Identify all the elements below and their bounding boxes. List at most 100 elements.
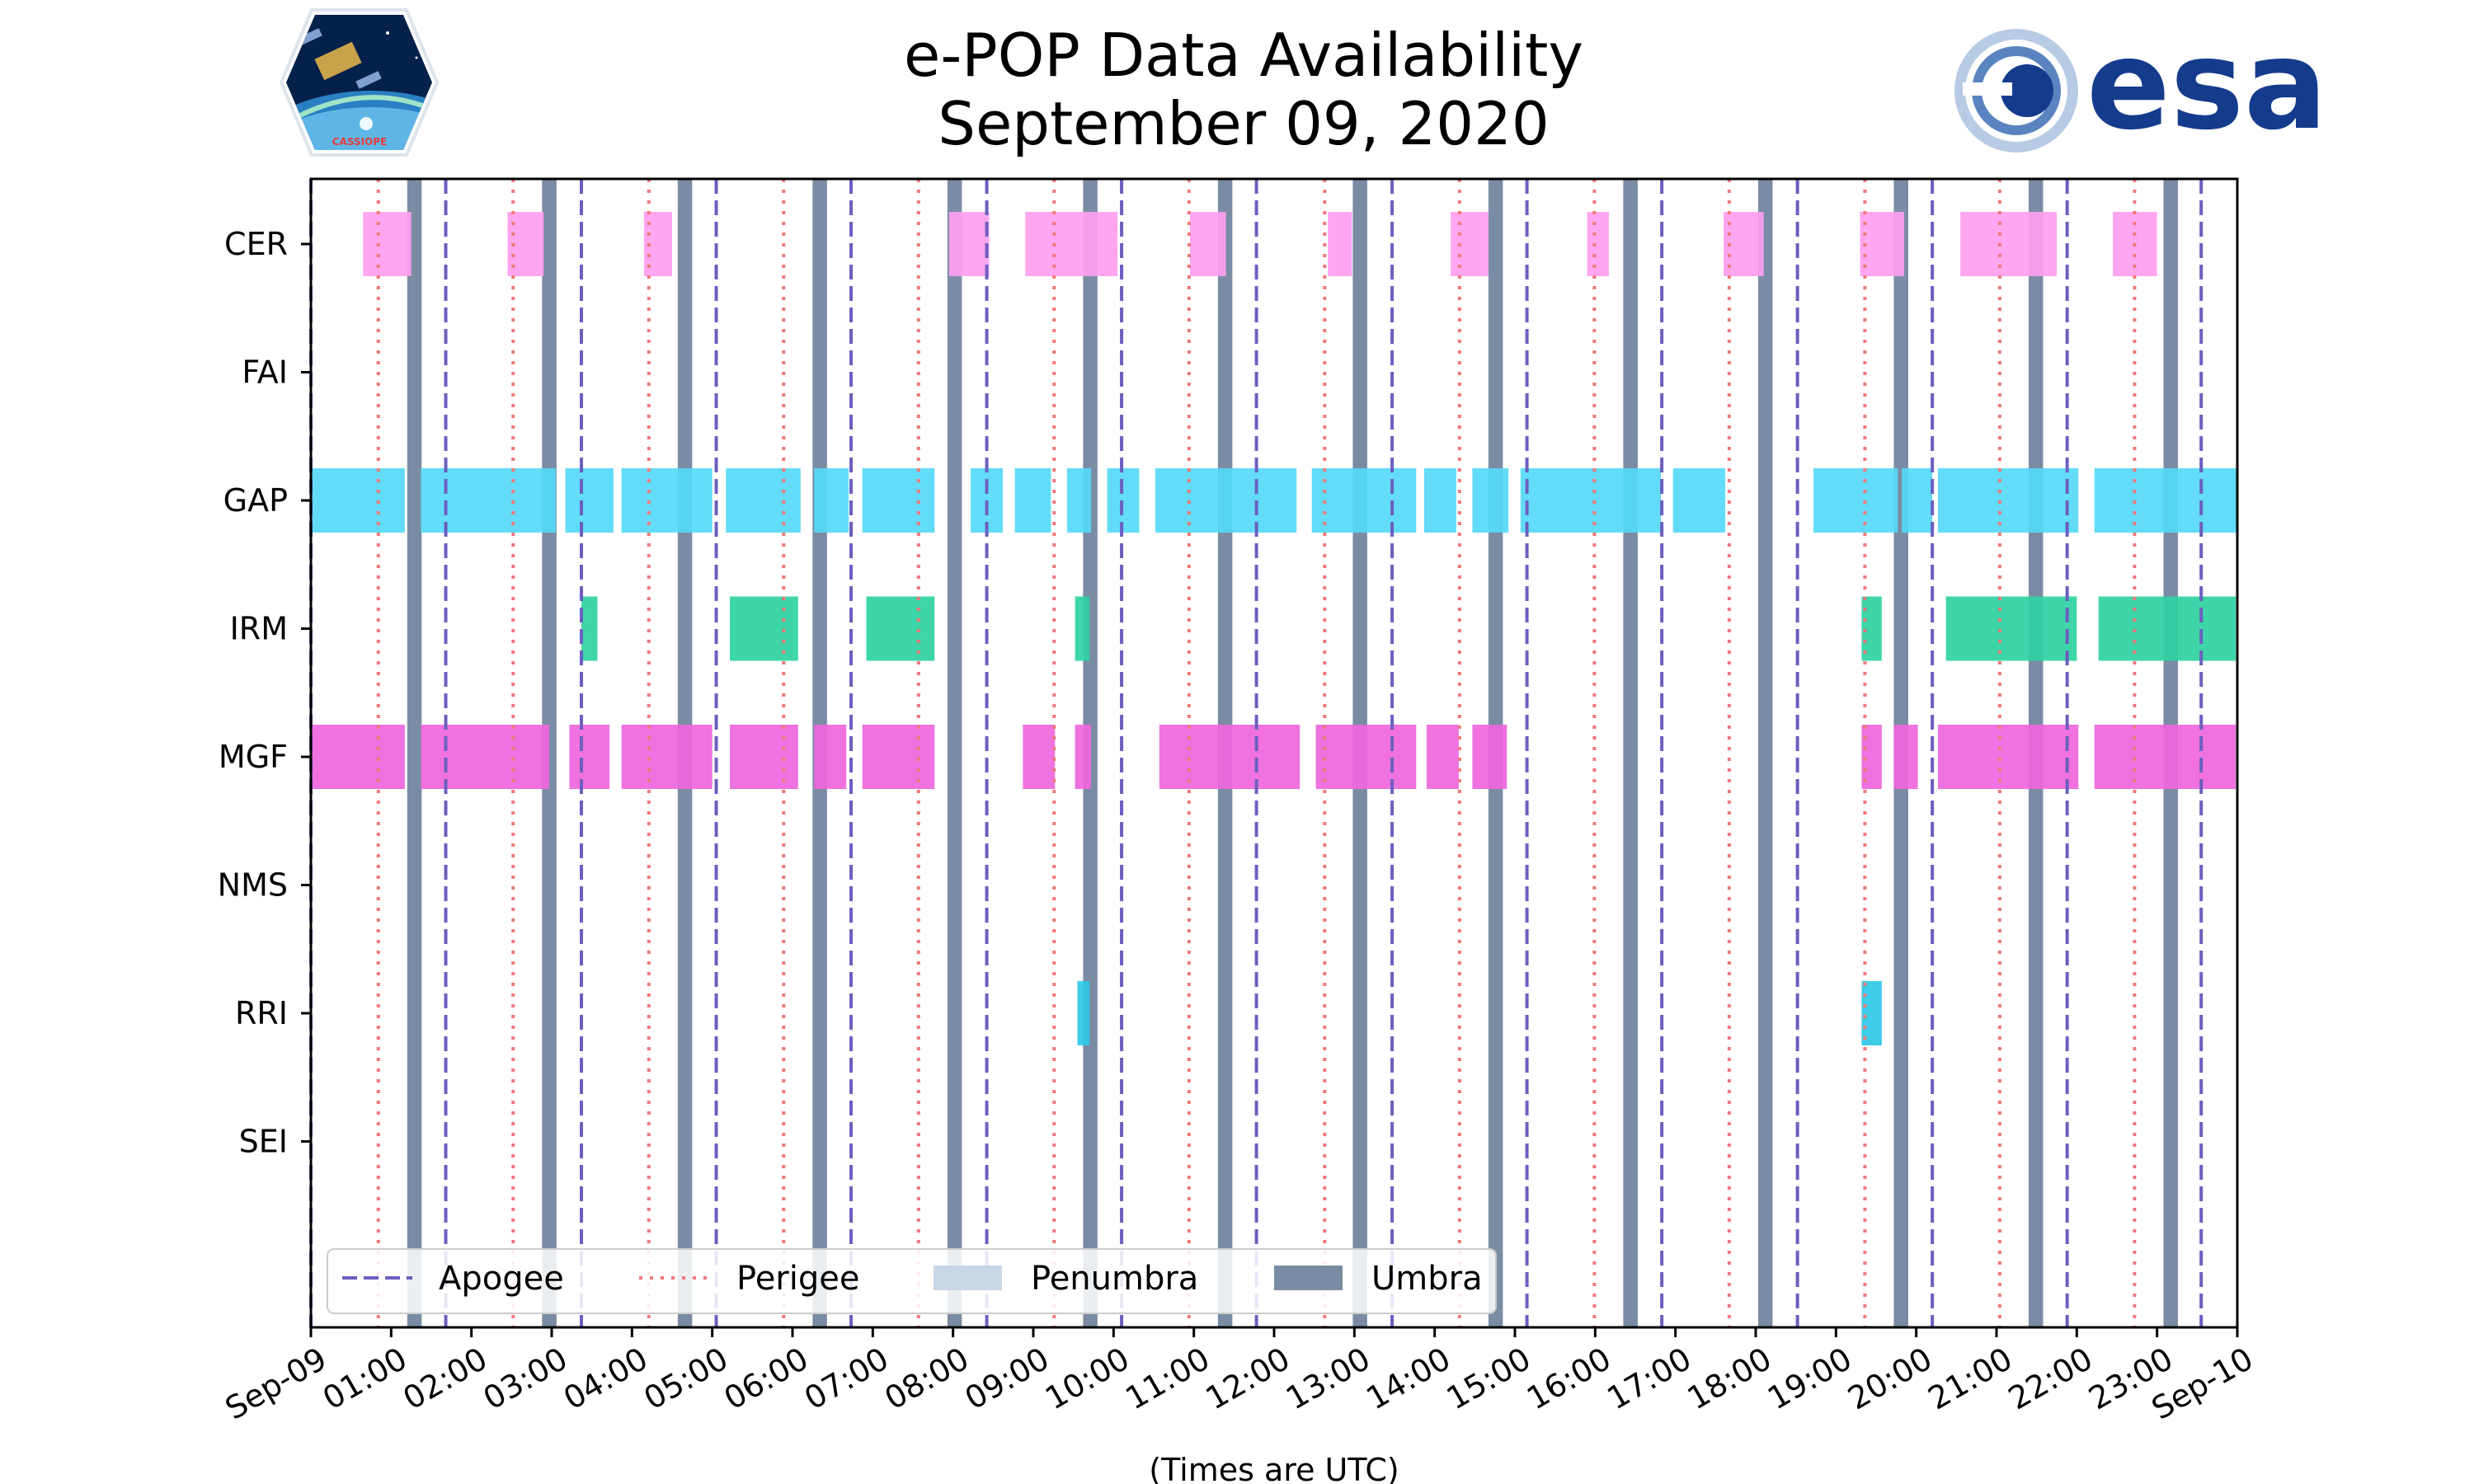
gap-availability-bar [421,468,556,533]
cer-availability-bar [1189,212,1226,276]
irm-availability-bar [866,596,935,661]
y-tick-label: SEI [239,1124,288,1160]
x-tick-label: 08:00 [878,1341,975,1417]
x-tick-label: 05:00 [637,1341,734,1417]
mgf-availability-bar [1159,725,1300,789]
irm-availability-bar [1861,596,1882,661]
cer-availability-bar [1960,212,2057,276]
mgf-availability-bar [421,725,550,789]
mgf-availability-bar [1472,725,1507,789]
rri-availability-bar [1861,981,1882,1045]
mgf-availability-bar [1861,725,1882,789]
x-tick-label: 14:00 [1360,1341,1456,1417]
y-tick-label: NMS [218,867,288,904]
cer-availability-bar [948,212,990,276]
gap-availability-bar [311,468,405,533]
x-tick-label: 02:00 [397,1341,493,1417]
x-tick-label: 07:00 [798,1341,895,1417]
gap-availability-bar [565,468,614,533]
x-tick-label: 16:00 [1521,1341,1617,1417]
x-tick-label: 13:00 [1280,1341,1376,1417]
mgf-availability-bar [730,725,798,789]
umbra-band [947,179,962,1327]
cer-availability-bar [1587,212,1609,276]
cer-availability-bar [1860,212,1905,276]
y-tick-label: CER [224,226,288,262]
y-tick-label: MGF [219,739,288,775]
x-tick-label: 01:00 [317,1341,413,1417]
x-tick-label: Sep-09 [219,1341,333,1427]
gap-availability-bar [1813,468,1898,533]
chart-title-line1: e-POP Data Availability [904,21,1583,90]
mgf-availability-bar [2094,725,2236,789]
x-tick-label: 09:00 [959,1341,1056,1417]
gap-availability-bar [1902,468,1933,533]
umbra-band [1623,179,1638,1327]
mgf-availability-bar [621,725,713,789]
mgf-availability-bar [311,725,405,789]
cer-availability-bar [1328,212,1352,276]
x-tick-label: 12:00 [1200,1341,1296,1417]
legend-penumbra-swatch [934,1266,1002,1290]
y-axis: CER FAI GAP IRM MGF NMS RRI SEI [218,226,311,1160]
gap-availability-bar [1311,468,1417,533]
x-tick-label: 11:00 [1119,1341,1216,1417]
gap-availability-bar [1520,468,1662,533]
irm-availability-bar [581,596,598,661]
irm-availability-bar [1945,596,2077,661]
x-tick-label: 03:00 [477,1341,574,1417]
gap-availability-bar [862,468,935,533]
legend-penumbra-label: Penumbra [1031,1260,1198,1298]
cer-availability-bar [363,212,412,276]
x-tick-label: 19:00 [1761,1341,1858,1417]
mgf-availability-bar [1937,725,2079,789]
cassiope-logo-text: CASSIOPE [332,136,388,148]
availability-bars [311,212,2237,1045]
cassiope-logo: CASSIOPE [279,8,440,157]
gap-availability-bar [1424,468,1456,533]
gap-availability-bar [1672,468,1726,533]
gap-availability-bar [1014,468,1051,533]
gap-availability-bar [621,468,713,533]
gap-availability-bar [2094,468,2237,533]
x-tick-label: 21:00 [1922,1341,2019,1417]
gap-availability-bar [726,468,801,533]
gap-availability-bar [1472,468,1509,533]
x-axis-label: (Times are UTC) [1149,1452,1399,1484]
umbra-band [407,179,422,1327]
x-tick-label: 06:00 [718,1341,815,1417]
y-tick-label: RRI [235,995,288,1031]
mgf-availability-bar [1893,725,1918,789]
umbra-band [1757,179,1773,1327]
gap-availability-bar [1155,468,1297,533]
rri-availability-bar [1077,981,1090,1045]
legend: Apogee Perigee Penumbra Umbra [327,1248,1497,1314]
mgf-availability-bar [1023,725,1056,789]
legend-apogee-label: Apogee [439,1260,564,1298]
y-tick-label: IRM [230,611,288,647]
mgf-availability-bar [862,725,935,789]
legend-umbra-swatch [1274,1266,1343,1290]
gap-availability-bar [814,468,849,533]
irm-availability-bar [2098,596,2236,661]
esa-swirl-icon [1954,29,2078,153]
x-tick-label: 22:00 [2002,1341,2099,1417]
plot-area: CER FAI GAP IRM MGF NMS RRI SEI Sep-0901:0002:0… [218,177,2260,1484]
legend-perigee-label: Perigee [736,1260,859,1298]
legend-umbra-label: Umbra [1371,1260,1483,1298]
y-tick-label: GAP [223,482,288,519]
mgf-availability-bar [569,725,610,789]
legend-box [327,1248,1497,1314]
x-tick-label: 15:00 [1441,1341,1537,1417]
mgf-availability-bar [1426,725,1459,789]
gap-availability-bar [1066,468,1092,533]
cer-availability-bar [1451,212,1489,276]
mgf-availability-bar [1075,725,1092,789]
x-tick-label: 10:00 [1039,1341,1136,1417]
x-tick-label: 20:00 [1841,1341,1938,1417]
chart-title-line2: September 09, 2020 [938,89,1549,158]
esa-logo: esa [1954,14,2327,157]
y-tick-label: FAI [242,355,288,391]
cer-availability-bar [1025,212,1118,276]
